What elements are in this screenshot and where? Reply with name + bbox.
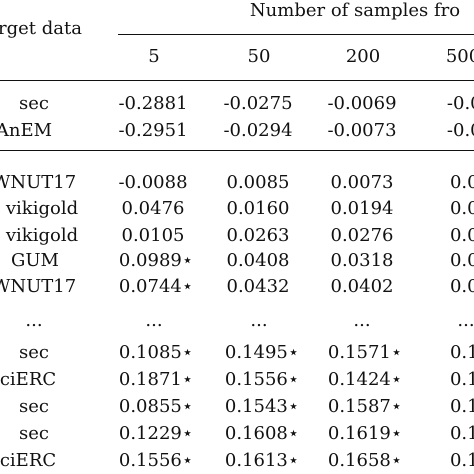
- cell-value: 0.0318: [330, 250, 394, 271]
- row-target: WNUT17: [0, 172, 77, 193]
- header-samples-5: 5: [148, 46, 160, 67]
- header-samples-500: 500: [445, 46, 474, 67]
- cell-value: 0.1571⋆: [327, 342, 403, 363]
- cell-value: 0.0432: [226, 276, 290, 297]
- cell-value: ...: [353, 310, 371, 331]
- header-group-rule: [118, 34, 474, 35]
- cell-value: -0.2881: [118, 93, 188, 114]
- cell-value: -0.0294: [223, 120, 293, 141]
- cell-value: 0.1085⋆: [118, 342, 194, 363]
- cell-value: ...: [250, 310, 268, 331]
- cell-value: 0.1587⋆: [327, 396, 403, 417]
- row-target: vikigold: [5, 198, 79, 219]
- cell-value: 0.02: [449, 198, 474, 219]
- row-target: AnEM: [0, 120, 53, 141]
- cell-value: 0.1658⋆: [327, 450, 403, 471]
- cell-value: ...: [457, 310, 474, 331]
- cell-value: 0.1556⋆: [118, 450, 194, 471]
- cell-value: 0.0476: [121, 198, 185, 219]
- cell-value: -0.0275: [223, 93, 293, 114]
- cell-value: 0.1495⋆: [224, 342, 300, 363]
- row-target: sec: [19, 93, 49, 114]
- cell-value: 0.0194: [330, 198, 394, 219]
- cell-value: 0.15: [449, 396, 474, 417]
- cell-value: 0.0989⋆: [118, 250, 194, 271]
- cell-value: 0.1871⋆: [118, 369, 194, 390]
- cell-value: 0.02: [449, 225, 474, 246]
- header-samples-50: 50: [247, 46, 271, 67]
- cell-value: 0.1424⋆: [327, 369, 403, 390]
- cell-value: 0.0744⋆: [118, 276, 194, 297]
- cell-value: 0.1556⋆: [224, 369, 300, 390]
- row-target: WNUT17: [0, 276, 77, 297]
- cell-value: -0.00: [446, 93, 474, 114]
- cell-value: -0.0088: [118, 172, 188, 193]
- cell-value: 0.15: [449, 423, 474, 444]
- cell-value: 0.0855⋆: [118, 396, 194, 417]
- cell-value: 0.1619⋆: [327, 423, 403, 444]
- cell-value: 0.1543⋆: [224, 396, 300, 417]
- cell-value: 0.03: [449, 250, 474, 271]
- cell-value: 0.15: [449, 342, 474, 363]
- row-target: GUM: [11, 250, 59, 271]
- cell-value: 0.14: [449, 369, 474, 390]
- cell-value: ...: [145, 310, 163, 331]
- header-samples-200: 200: [345, 46, 381, 67]
- cell-value: 0.0402: [330, 276, 394, 297]
- cell-value: -0.0069: [327, 93, 397, 114]
- row-target: vikigold: [5, 225, 79, 246]
- cell-value: 0.0408: [226, 250, 290, 271]
- cell-value: 0.1608⋆: [224, 423, 300, 444]
- row-target: ...: [25, 310, 43, 331]
- cell-value: 0.1613⋆: [224, 450, 300, 471]
- cell-value: 0.0105: [121, 225, 185, 246]
- row-target: sec: [19, 396, 49, 417]
- cell-value: 0.0263: [226, 225, 290, 246]
- cell-value: 0.0073: [330, 172, 394, 193]
- cell-value: 0.00: [449, 172, 474, 193]
- cell-value: 0.0085: [226, 172, 290, 193]
- header-target-data: rget data: [0, 18, 82, 39]
- header-bottom-rule: [0, 80, 474, 81]
- cell-value: 0.15: [449, 450, 474, 471]
- row-target: sec: [19, 342, 49, 363]
- group-rule: [0, 150, 474, 151]
- row-target: ciERC: [0, 369, 57, 390]
- row-target: sec: [19, 423, 49, 444]
- cell-value: 0.0160: [226, 198, 290, 219]
- cell-value: -0.2951: [118, 120, 188, 141]
- cell-value: 0.1229⋆: [118, 423, 194, 444]
- cell-value: 0.0276: [330, 225, 394, 246]
- row-target: ciERC: [0, 450, 57, 471]
- cell-value: -0.0073: [327, 120, 397, 141]
- cell-value: -0.00: [446, 120, 474, 141]
- cell-value: 0.03: [449, 276, 474, 297]
- header-number-of-samples: Number of samples fro: [249, 0, 461, 21]
